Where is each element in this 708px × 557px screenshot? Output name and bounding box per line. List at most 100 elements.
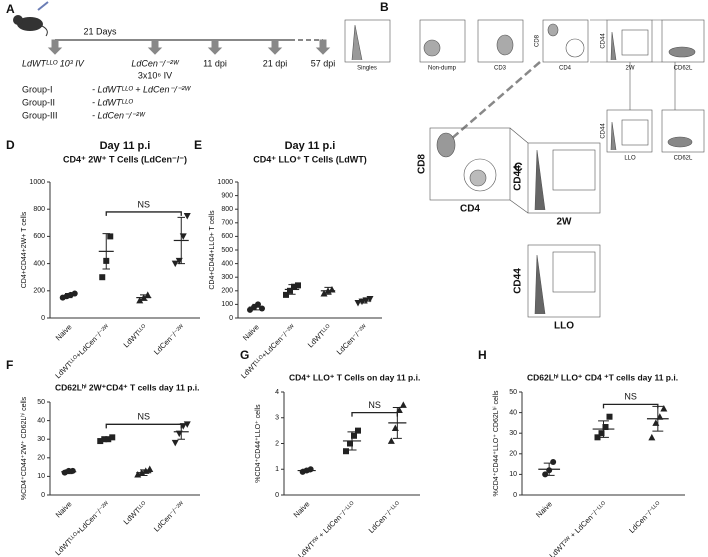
gate-label: 2W bbox=[626, 66, 635, 72]
data-point bbox=[550, 459, 557, 466]
data-point bbox=[606, 413, 613, 420]
data-point bbox=[343, 448, 349, 455]
inoculum-label: LdCen⁻/⁻²ᵂ bbox=[131, 58, 180, 68]
panel-letter: F bbox=[6, 358, 13, 372]
y-tick-label: 400 bbox=[221, 260, 233, 267]
chart-title: CD62Lʰⁱ 2W⁺CD4⁺ T cells day 11 p.i. bbox=[55, 381, 199, 392]
interval-label: 21 Days bbox=[83, 26, 117, 36]
axis-label: CD4 bbox=[460, 204, 480, 215]
error-bar bbox=[140, 469, 148, 476]
gate-label: CD3 bbox=[494, 66, 507, 72]
flow-plots bbox=[344, 19, 705, 153]
error-bar bbox=[65, 469, 73, 475]
significance-bracket bbox=[105, 423, 182, 429]
y-tick-label: 0 bbox=[513, 492, 517, 499]
timeline bbox=[47, 39, 331, 55]
significance-bracket bbox=[105, 211, 182, 216]
axis-label: CD44 bbox=[601, 33, 607, 49]
group-desc: - LdCen⁻/⁻²ᵂ bbox=[92, 110, 146, 120]
y-tick-label: 800 bbox=[33, 206, 45, 213]
y-tick-label: 40 bbox=[37, 417, 45, 424]
axis-label: CD44 bbox=[513, 165, 524, 191]
x-tick-label: LdCen⁻/⁻²ᵂ bbox=[152, 499, 186, 533]
gate-label: LLO bbox=[624, 156, 636, 162]
significance-bracket bbox=[351, 411, 398, 417]
data-point bbox=[648, 433, 656, 441]
y-tick-label: 600 bbox=[221, 233, 233, 240]
timepoint: 57 dpi bbox=[311, 58, 336, 68]
significance-label: NS bbox=[368, 400, 381, 410]
y-tick-label: 0 bbox=[275, 492, 279, 499]
y-tick-label: 1000 bbox=[217, 179, 233, 186]
chart-title: Day 11 p.i bbox=[285, 140, 336, 152]
y-tick-label: 50 bbox=[37, 399, 45, 406]
error-bar bbox=[102, 436, 110, 442]
error-bar bbox=[102, 233, 110, 270]
error-bar bbox=[65, 293, 73, 299]
group-desc: - LdWTᴸᴸᴼ bbox=[92, 97, 133, 107]
flow-plots bbox=[429, 127, 601, 318]
y-tick-label: 4 bbox=[275, 389, 279, 396]
data-point bbox=[320, 290, 328, 297]
data-point bbox=[259, 305, 265, 312]
y-tick-label: 10 bbox=[509, 471, 517, 478]
gate-label: CD62L bbox=[674, 156, 693, 162]
data-point bbox=[660, 404, 668, 412]
timepoint: 11 dpi bbox=[203, 58, 227, 68]
y-axis-label: %CD4⁺CD44⁺LLO⁺ cells bbox=[255, 404, 262, 483]
x-tick-label: Naive bbox=[292, 499, 312, 519]
data-point bbox=[399, 401, 407, 408]
y-axis-label: CD4+CD44+2W+ T cells bbox=[21, 211, 28, 288]
y-tick-label: 40 bbox=[509, 409, 517, 416]
x-tick-label: LdCen⁻/⁻ᴸᴸᴼ bbox=[627, 499, 663, 535]
panel-letter: E bbox=[194, 138, 202, 152]
data-point bbox=[355, 427, 361, 434]
group-desc: - LdWTᴸᴸᴼ + LdCen⁻/⁻²ᵂ bbox=[92, 84, 192, 94]
axis-label: CD44 bbox=[601, 123, 607, 139]
y-tick-label: 10 bbox=[37, 473, 45, 480]
error-bar bbox=[288, 284, 296, 295]
panel-letter: C bbox=[514, 160, 523, 174]
axis-label: 2W bbox=[557, 217, 573, 228]
x-tick-label: LdWTᴸᴸᴼ bbox=[306, 322, 333, 349]
y-tick-label: 50 bbox=[509, 389, 517, 396]
data-point bbox=[144, 291, 152, 298]
error-bar bbox=[302, 468, 312, 473]
y-tick-label: 600 bbox=[33, 233, 45, 240]
y-tick-label: 800 bbox=[221, 206, 233, 213]
error-bar bbox=[177, 216, 185, 265]
y-tick-label: 30 bbox=[37, 436, 45, 443]
group-name: Group-III bbox=[22, 110, 58, 120]
y-tick-label: 1000 bbox=[29, 179, 45, 186]
significance-label: NS bbox=[624, 392, 637, 402]
panel-letter: B bbox=[380, 0, 389, 14]
data-point bbox=[99, 274, 106, 281]
data-point bbox=[146, 465, 154, 472]
axis-label: CD8 bbox=[535, 34, 541, 47]
axis-label: LLO bbox=[554, 321, 574, 332]
data-point bbox=[183, 213, 191, 220]
panel-letter: A bbox=[6, 2, 15, 16]
panel-letter: G bbox=[240, 348, 249, 362]
y-tick-label: 30 bbox=[509, 430, 517, 437]
significance-label: NS bbox=[137, 199, 150, 209]
error-bar bbox=[140, 294, 148, 301]
y-tick-label: 200 bbox=[221, 288, 233, 295]
error-bar bbox=[324, 286, 332, 295]
panel-letter: H bbox=[478, 348, 487, 362]
axis-label: CD44 bbox=[513, 268, 524, 294]
gate-label: CD4 bbox=[559, 66, 572, 72]
panel-letter: D bbox=[6, 138, 15, 152]
y-axis-label: %CD4⁺CD44⁺LLO⁺ CD62Lʰⁱ cells bbox=[492, 390, 500, 497]
significance-bracket bbox=[602, 403, 659, 409]
chart-subtitle: CD4⁺ LLO⁺ T Cells (LdWT) bbox=[253, 154, 367, 164]
x-tick-label: Naive bbox=[54, 322, 74, 342]
x-tick-label: LdCen⁻/⁻²ᵂ bbox=[335, 322, 369, 356]
x-tick-label: LdCen⁻/⁻²ᵂ bbox=[152, 322, 186, 356]
y-axis-label: %CD4⁺CD44⁺2W⁺ CD62Lʰⁱ cells bbox=[20, 396, 28, 500]
y-tick-label: 100 bbox=[221, 301, 233, 308]
data-point bbox=[171, 439, 179, 447]
data-point bbox=[69, 467, 76, 474]
gate-label: Non-dump bbox=[428, 66, 457, 72]
error-bar bbox=[252, 303, 260, 311]
